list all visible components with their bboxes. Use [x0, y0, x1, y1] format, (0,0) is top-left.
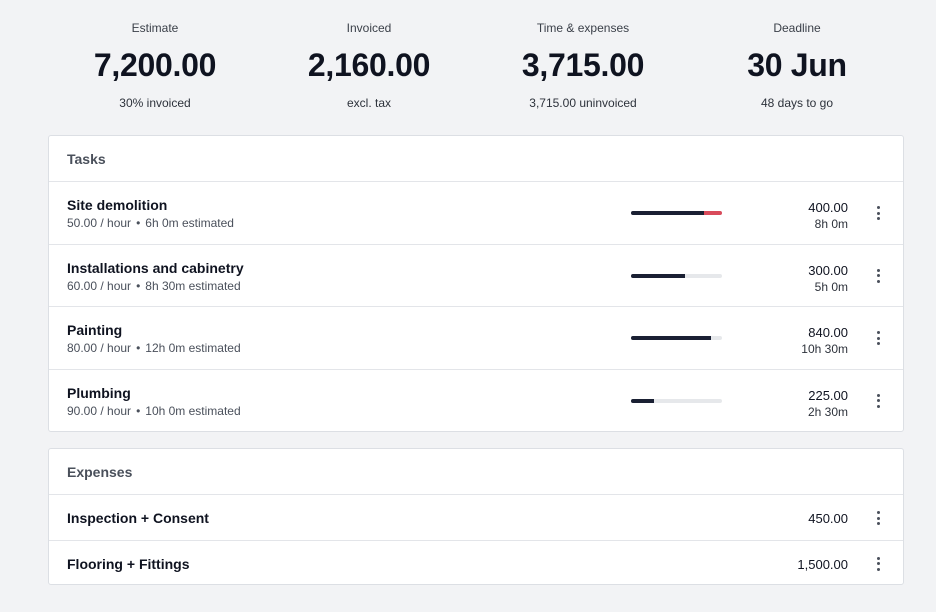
stat-subtext: 3,715.00 uninvoiced	[529, 96, 637, 110]
separator: •	[136, 278, 141, 293]
task-row[interactable]: Plumbing 90.00 / hour • 10h 0m estimated 2…	[49, 370, 903, 433]
expenses-header: Expenses	[49, 449, 903, 495]
progress-fill	[631, 336, 712, 340]
progress-overrun	[703, 211, 722, 215]
task-amount: 225.00	[808, 387, 848, 403]
kebab-menu-icon[interactable]	[871, 206, 885, 220]
task-meta: 50.00 / hour • 6h 0m estimated	[67, 216, 234, 230]
task-estimate: 12h 0m estimated	[145, 341, 241, 355]
kebab-menu-icon[interactable]	[871, 556, 885, 571]
task-time: 5h 0m	[814, 279, 848, 294]
expenses-card: Expenses Inspection + Consent 450.00 Flo…	[48, 448, 904, 585]
progress-fill	[631, 398, 654, 403]
stat-estimate: Estimate 7,200.00 30% invoiced	[48, 0, 262, 120]
task-name: Painting	[67, 322, 123, 338]
separator: •	[136, 341, 141, 355]
task-time: 10h 30m	[801, 342, 848, 356]
task-progress-bar	[631, 336, 722, 340]
task-name: Plumbing	[67, 384, 131, 401]
stat-subtext: 48 days to go	[760, 96, 834, 110]
task-progress-bar	[631, 211, 722, 215]
tasks-card: Tasks Site demolition 50.00 / hour • 6h 0m…	[48, 135, 904, 432]
progress-fill	[631, 211, 704, 215]
task-row[interactable]: Site demolition 50.00 / hour • 6h 0m estim…	[49, 182, 903, 245]
progress-fill	[631, 273, 685, 278]
expense-row[interactable]: Inspection + Consent 450.00	[49, 495, 903, 541]
stat-subtext: 30% invoiced	[119, 96, 191, 110]
stat-label: Invoiced	[346, 21, 392, 35]
separator: •	[136, 216, 141, 230]
summary-stats: Estimate 7,200.00 30% invoiced Invoiced …	[48, 0, 904, 120]
task-time: 8h 0m	[814, 217, 848, 231]
task-row[interactable]: Installations and cabinetry 60.00 / hour…	[49, 245, 903, 307]
stat-invoiced: Invoiced 2,160.00 excl. tax	[262, 0, 476, 120]
task-rate: 50.00 / hour	[67, 216, 132, 230]
kebab-menu-icon[interactable]	[871, 511, 885, 525]
task-estimate: 8h 30m estimated	[145, 278, 241, 293]
task-meta: 60.00 / hour • 8h 30m estimated	[67, 279, 241, 293]
task-rate: 60.00 / hour	[67, 278, 132, 293]
stat-value: 3,715.00	[521, 47, 645, 83]
separator: •	[136, 403, 141, 418]
task-amount: 300.00	[808, 262, 848, 278]
stat-label: Estimate	[131, 21, 179, 35]
stat-label: Time & expenses	[536, 21, 630, 35]
kebab-menu-icon[interactable]	[871, 393, 885, 408]
task-row[interactable]: Painting 80.00 / hour • 12h 0m estimated 8…	[49, 307, 903, 370]
task-estimate: 6h 0m estimated	[145, 216, 234, 230]
expense-name: Flooring + Fittings	[67, 555, 190, 572]
task-progress-bar	[631, 398, 722, 403]
task-amount: 400.00	[808, 200, 848, 215]
stat-label: Deadline	[773, 21, 821, 35]
expense-row[interactable]: Flooring + Fittings 1,500.00	[49, 541, 903, 587]
task-progress-bar	[631, 273, 722, 278]
tasks-header: Tasks	[49, 136, 903, 182]
task-rate: 80.00 / hour	[67, 341, 132, 355]
task-time: 2h 30m	[807, 404, 848, 419]
expense-amount: 1,500.00	[797, 556, 848, 572]
stat-value: 30 Jun	[747, 47, 847, 83]
stat-subtext: excl. tax	[346, 96, 391, 110]
task-rate: 90.00 / hour	[67, 403, 132, 418]
kebab-menu-icon[interactable]	[871, 331, 885, 345]
kebab-menu-icon[interactable]	[871, 268, 885, 283]
task-meta: 80.00 / hour • 12h 0m estimated	[67, 341, 241, 355]
stat-value: 2,160.00	[307, 47, 431, 83]
task-name: Site demolition	[67, 197, 168, 213]
task-estimate: 10h 0m estimated	[145, 403, 241, 418]
task-amount: 840.00	[808, 325, 848, 340]
task-meta: 90.00 / hour • 10h 0m estimated	[67, 404, 241, 418]
expense-amount: 450.00	[808, 511, 848, 526]
stat-deadline: Deadline 30 Jun 48 days to go	[690, 0, 904, 120]
task-name: Installations and cabinetry	[67, 259, 244, 276]
stat-value: 7,200.00	[93, 47, 217, 83]
expense-name: Inspection + Consent	[67, 510, 209, 526]
stat-time-expenses: Time & expenses 3,715.00 3,715.00 uninvo…	[476, 0, 690, 120]
